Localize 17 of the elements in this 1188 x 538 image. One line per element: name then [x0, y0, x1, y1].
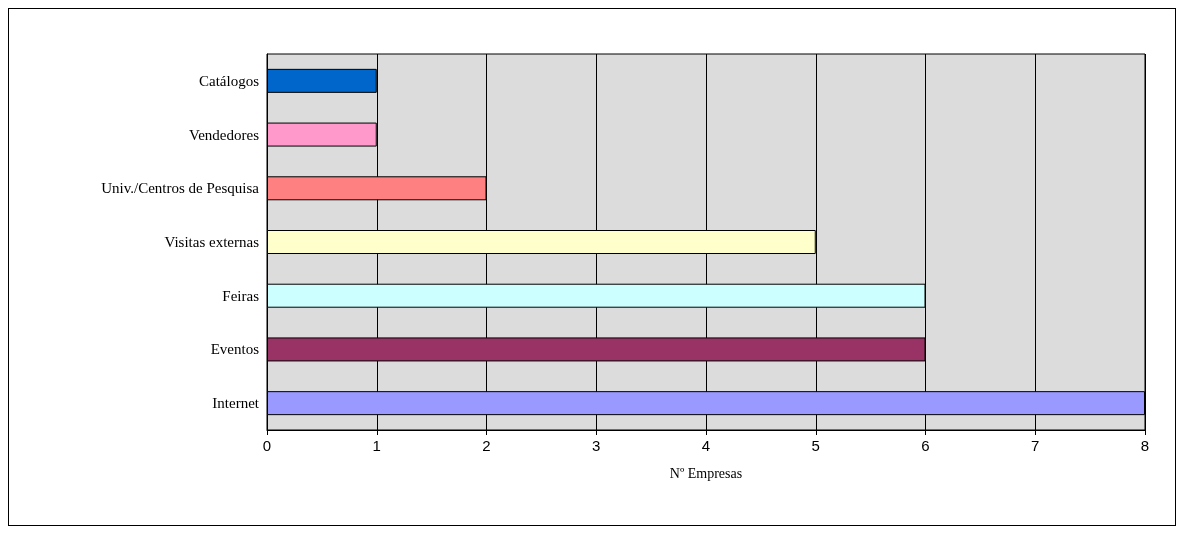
x-tick-label: 5: [811, 437, 820, 454]
y-tick-label: Visitas externas: [164, 234, 260, 250]
x-tick-label: 0: [262, 437, 272, 454]
y-tick-label: Vendedores: [189, 126, 260, 143]
y-tick-label: Eventos: [210, 341, 260, 358]
x-tick-label: 8: [1140, 437, 1150, 454]
y-tick-label: Catálogos: [199, 72, 260, 89]
x-tick-label: 7: [1031, 437, 1040, 454]
x-tick-label: 3: [592, 437, 601, 454]
y-tick-label: Feiras: [222, 287, 260, 304]
x-axis-title: Nº Empresas: [669, 465, 743, 481]
x-tick-label: 4: [701, 437, 711, 454]
y-tick-label: Univ./Centros de Pesquisa: [101, 180, 260, 197]
y-tick-label: Internet: [212, 395, 260, 412]
x-tick-label: 2: [482, 437, 491, 454]
x-tick-label: 1: [372, 437, 381, 454]
x-tick-label: 6: [921, 437, 930, 454]
